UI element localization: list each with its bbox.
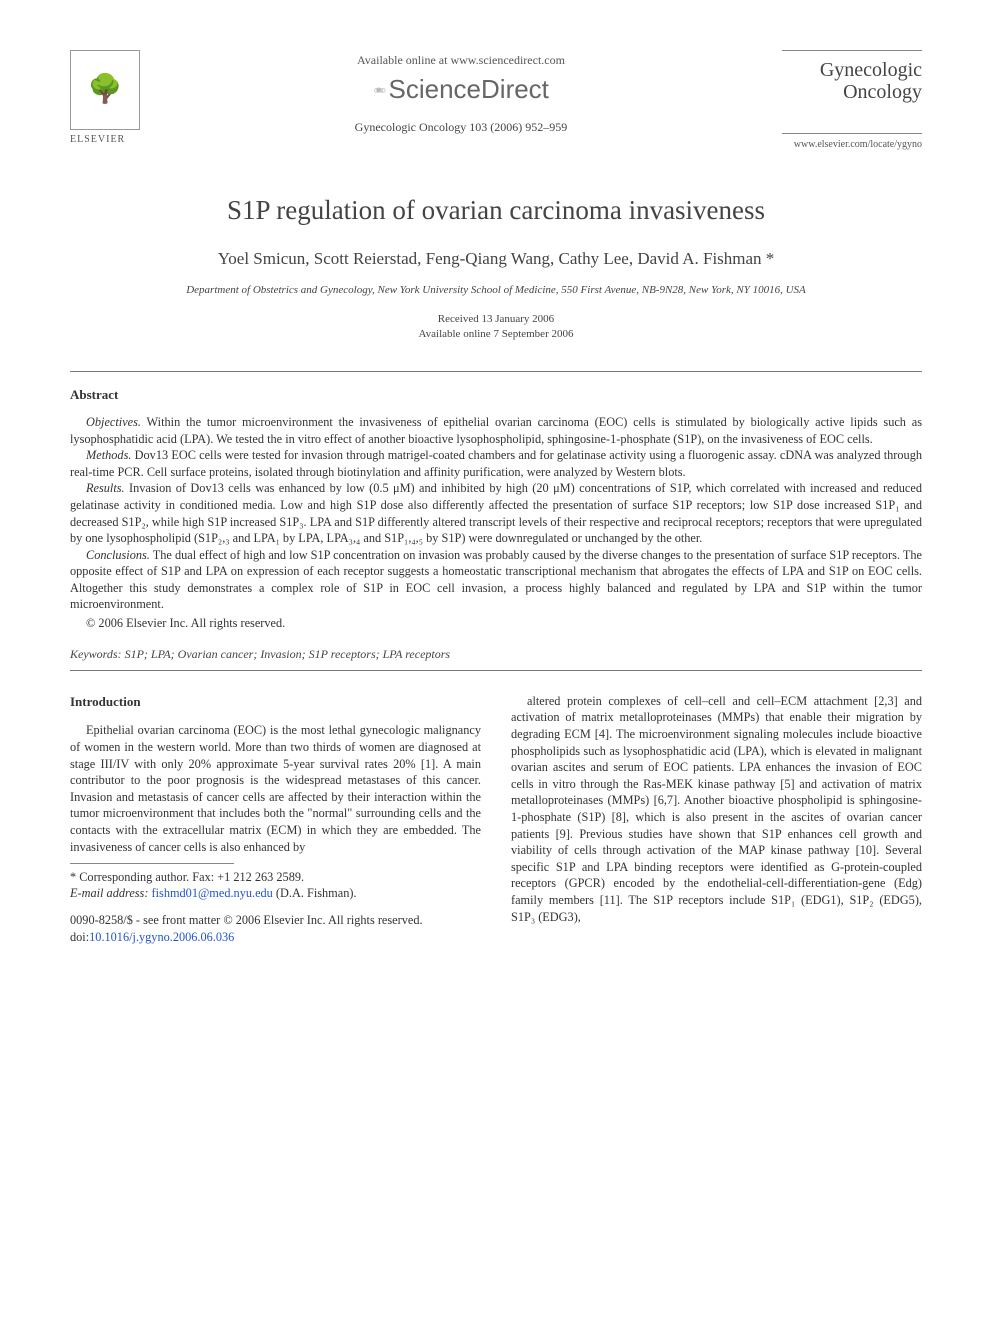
article-title: S1P regulation of ovarian carcinoma inva… [70, 192, 922, 228]
abstract-conclusions: Conclusions. The dual effect of high and… [70, 547, 922, 613]
abstract-objectives: Objectives. Within the tumor microenviro… [70, 414, 922, 447]
keywords-line: Keywords: S1P; LPA; Ovarian cancer; Inva… [70, 646, 922, 662]
elsevier-tree-icon: 🌳 [70, 50, 140, 130]
body-columns: Introduction Epithelial ovarian carcinom… [70, 693, 922, 945]
platform-name: ScienceDirect [389, 72, 549, 107]
column-right: altered protein complexes of cell–cell a… [511, 693, 922, 945]
intro-paragraph-left: Epithelial ovarian carcinoma (EOC) is th… [70, 722, 481, 855]
publisher-name: ELSEVIER [70, 133, 140, 147]
available-online-text: Available online at www.sciencedirect.co… [140, 52, 782, 68]
journal-box: Gynecologic Oncology www.elsevier.com/lo… [782, 50, 922, 152]
publisher-block: 🌳 ELSEVIER [70, 50, 140, 147]
journal-url[interactable]: www.elsevier.com/locate/ygyno [782, 133, 922, 152]
email-line: E-mail address: fishmd01@med.nyu.edu (D.… [70, 885, 481, 902]
abstract-section: Abstract Objectives. Within the tumor mi… [70, 386, 922, 631]
doi-link[interactable]: 10.1016/j.ygyno.2006.06.036 [89, 930, 234, 944]
introduction-heading: Introduction [70, 693, 481, 711]
divider [70, 371, 922, 372]
authors-line: Yoel Smicun, Scott Reierstad, Feng-Qiang… [70, 248, 922, 271]
intro-paragraph-right: altered protein complexes of cell–cell a… [511, 693, 922, 925]
article-header: 🌳 ELSEVIER Available online at www.scien… [70, 50, 922, 152]
online-date: Available online 7 September 2006 [419, 328, 574, 340]
affiliation: Department of Obstetrics and Gynecology,… [70, 283, 922, 298]
issn-line: 0090-8258/$ - see front matter © 2006 El… [70, 912, 481, 929]
corresponding-author: * Corresponding author. Fax: +1 212 263 … [70, 869, 481, 886]
copyright-line: © 2006 Elsevier Inc. All rights reserved… [70, 615, 922, 632]
doi-line: doi:10.1016/j.ygyno.2006.06.036 [70, 929, 481, 946]
email-link[interactable]: fishmd01@med.nyu.edu [148, 886, 272, 900]
citation-line: Gynecologic Oncology 103 (2006) 952–959 [140, 119, 782, 135]
sciencedirect-logo: ◦•◦◦ ScienceDirect [373, 72, 549, 107]
journal-title: Gynecologic Oncology [782, 50, 922, 103]
header-top-row: 🌳 ELSEVIER Available online at www.scien… [70, 50, 922, 152]
column-left: Introduction Epithelial ovarian carcinom… [70, 693, 481, 945]
header-center: Available online at www.sciencedirect.co… [140, 50, 782, 135]
divider [70, 670, 922, 671]
abstract-heading: Abstract [70, 386, 922, 404]
abstract-methods: Methods. Dov13 EOC cells were tested for… [70, 447, 922, 480]
received-date: Received 13 January 2006 [438, 313, 554, 325]
article-dates: Received 13 January 2006 Available onlin… [70, 312, 922, 342]
abstract-results: Results. Invasion of Dov13 cells was enh… [70, 480, 922, 546]
footer-block: * Corresponding author. Fax: +1 212 263 … [70, 863, 481, 945]
sciencedirect-icon: ◦•◦◦ [373, 78, 382, 102]
